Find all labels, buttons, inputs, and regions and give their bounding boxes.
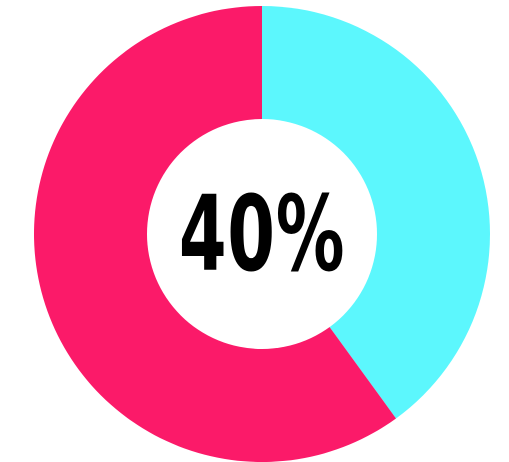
donut-hole bbox=[147, 119, 377, 349]
pie-slice-1 bbox=[262, 6, 490, 419]
center-percentage-label: 40% bbox=[178, 173, 346, 295]
